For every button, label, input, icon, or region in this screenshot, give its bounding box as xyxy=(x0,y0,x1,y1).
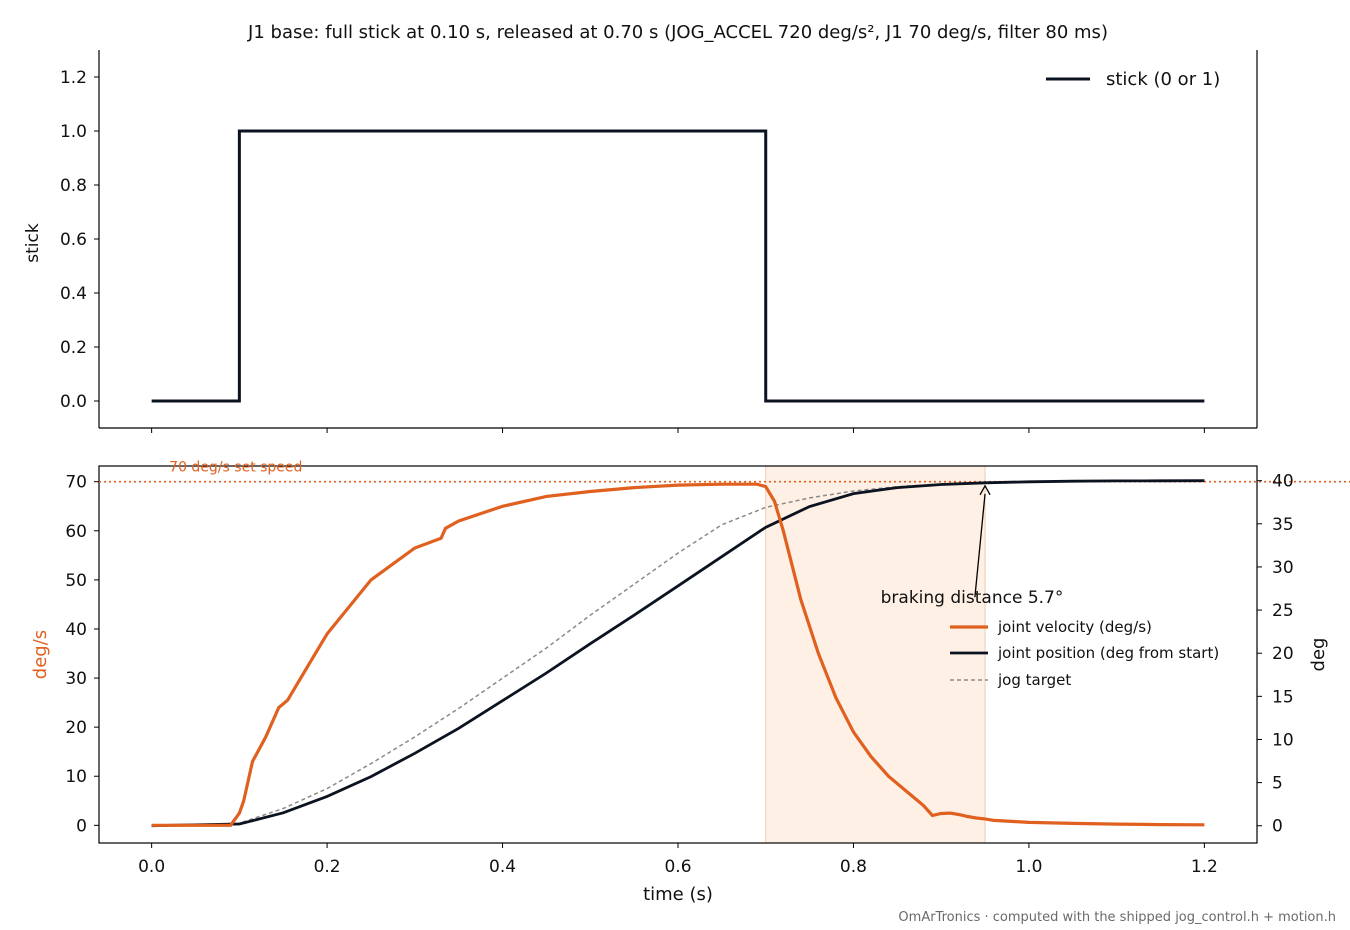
position-ytick-label: 40 xyxy=(1272,472,1294,492)
velocity-ytick-label: 20 xyxy=(65,718,87,738)
position-ytick-label: 5 xyxy=(1272,774,1283,794)
chart-title: J1 base: full stick at 0.10 s, released … xyxy=(247,22,1108,43)
stick-ytick-label: 0.2 xyxy=(60,338,87,358)
annotation-arrow-shaft xyxy=(974,493,986,598)
position-ytick-label: 0 xyxy=(1272,817,1283,837)
annotation-arrow-head xyxy=(979,484,991,496)
time-axis-label: time (s) xyxy=(643,884,713,905)
position-ytick-label: 15 xyxy=(1272,687,1294,707)
velocity-position-axes: 70 deg/s set speed 0 10 20 30 40 50 60 70 0 5 10 15 2… xyxy=(30,460,1350,905)
time-xtick-label: 1.2 xyxy=(1191,857,1218,877)
velocity-ytick-label: 60 xyxy=(65,522,87,542)
position-ytick-label: 20 xyxy=(1272,644,1294,664)
time-xtick-label: 0.2 xyxy=(314,857,341,877)
stick-ytick-label: 1.2 xyxy=(60,68,87,88)
position-ytick-label: 25 xyxy=(1272,601,1294,621)
joint-velocity-line xyxy=(151,482,1205,827)
stick-ytick-label: 1.0 xyxy=(60,122,87,142)
position-axis-label: deg xyxy=(1308,638,1329,672)
legend-velocity-label: joint velocity (deg/s) xyxy=(997,618,1152,636)
stick-axis-label: stick xyxy=(23,223,43,263)
velocity-axis-label: deg/s xyxy=(30,630,51,679)
velocity-ytick-label: 0 xyxy=(76,816,87,836)
time-xtick-label: 0.6 xyxy=(664,857,691,877)
position-ytick-label: 30 xyxy=(1272,558,1294,578)
time-xtick-label: 0.8 xyxy=(840,857,867,877)
stick-ytick-label: 0.0 xyxy=(60,392,87,412)
time-xtick-label: 0.4 xyxy=(489,857,516,877)
braking-shaded-region xyxy=(765,465,986,844)
stick-legend-label: stick (0 or 1) xyxy=(1106,69,1220,90)
legend-position-label: joint position (deg from start) xyxy=(997,644,1219,662)
stick-ytick-label: 0.4 xyxy=(60,284,87,304)
legend-target-label: jog target xyxy=(997,671,1071,689)
braking-distance-annotation: braking distance 5.7° xyxy=(881,588,1064,608)
time-xtick-label: 1.0 xyxy=(1015,857,1042,877)
set-speed-reference-label: 70 deg/s set speed xyxy=(169,460,302,476)
velocity-ytick-label: 30 xyxy=(65,669,87,689)
velocity-ytick-label: 10 xyxy=(65,767,87,787)
stick-axes: 0.0 0.2 0.4 0.6 0.8 1.0 1.2 stick stick (0 or 1) xyxy=(23,50,1258,433)
time-xtick-label: 0.0 xyxy=(138,857,165,877)
position-ytick-label: 10 xyxy=(1272,730,1294,750)
velocity-ytick-label: 50 xyxy=(65,571,87,591)
footer-credit: OmArTronics · computed with the shipped … xyxy=(898,910,1336,925)
position-ytick-label: 35 xyxy=(1272,515,1294,535)
stick-series-line xyxy=(151,129,1205,403)
velocity-ytick-label: 40 xyxy=(65,620,87,640)
velocity-ytick-label: 70 xyxy=(65,473,87,493)
joint-position-line xyxy=(151,479,1205,828)
stick-ytick-label: 0.6 xyxy=(60,230,87,250)
stick-ytick-label: 0.8 xyxy=(60,176,87,196)
